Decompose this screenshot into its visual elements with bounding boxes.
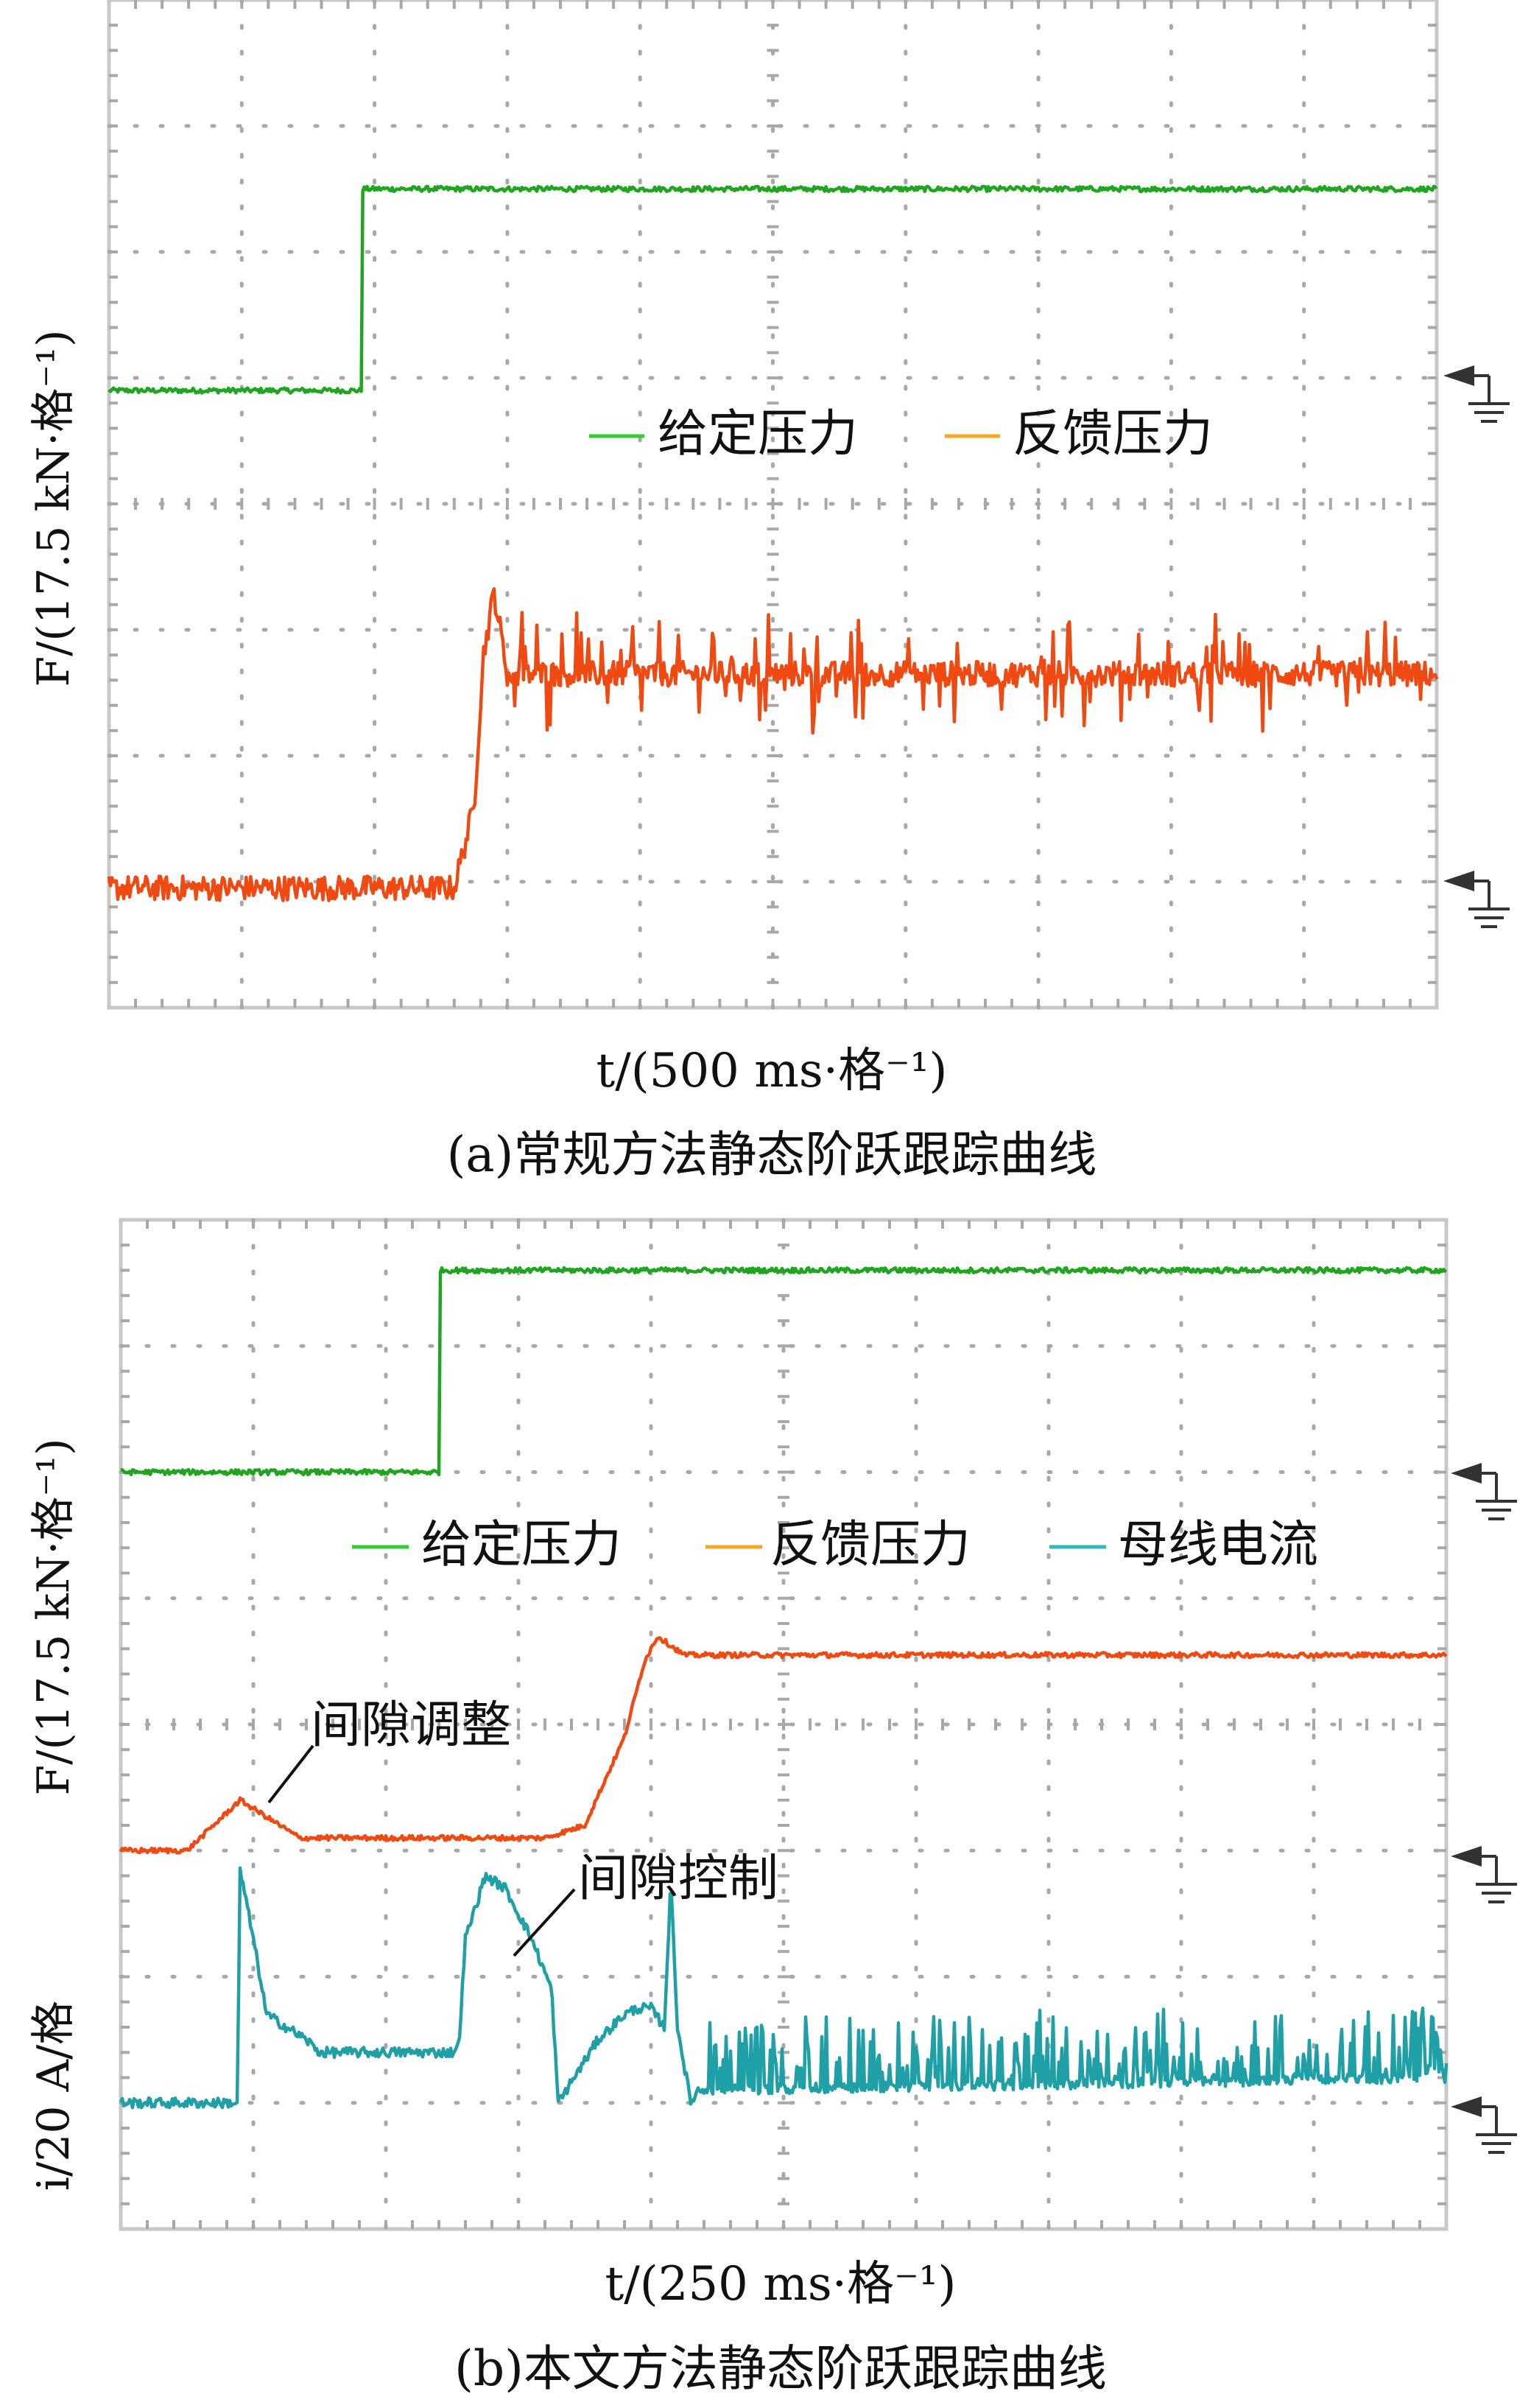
- series-line-feedback: [107, 587, 1439, 902]
- series-line-current: [119, 1866, 1449, 2110]
- series-line-given: [120, 1266, 1447, 1477]
- ground-arrow-icon: [1451, 1846, 1482, 1867]
- legend-feedback-label: 反馈压力: [1013, 405, 1213, 463]
- panel-b-ylabel: F/(17.5 kN·格⁻¹): [28, 1439, 80, 1796]
- legend-given-label: 给定压力: [658, 405, 858, 463]
- panel-b-ylabel-current: i/20 A/格: [28, 2001, 80, 2191]
- panel-a-legend: 给定压力 反馈压力: [589, 405, 1213, 463]
- panel-b-series: [119, 1266, 1449, 2110]
- legend-given-label: 给定压力: [421, 1516, 622, 1574]
- panel-a-caption: (a)常规方法静态阶跃跟踪曲线: [447, 1126, 1097, 1183]
- legend-feedback-label: 反馈压力: [770, 1516, 971, 1574]
- series-line-given: [108, 184, 1438, 395]
- ground-arrow-icon: [1451, 2096, 1482, 2117]
- series-line-feedback: [119, 1636, 1448, 1855]
- panel-a-xlabel: t/(500 ms·格⁻¹): [596, 1044, 947, 1098]
- ground-arrow-icon: [1451, 1463, 1482, 1484]
- ground-marker-given-a: [1443, 365, 1510, 423]
- annotation-gap-control-leader: [513, 1888, 576, 1957]
- panel-a-series: [107, 184, 1439, 902]
- annotation-gap-control-label: 间隙控制: [578, 1850, 778, 1908]
- ground-marker-feedback-b: [1451, 1846, 1517, 1903]
- annotation-gap-adjust-label: 间隙调整: [311, 1696, 511, 1755]
- ground-marker-feedback-a: [1443, 871, 1510, 928]
- annotation-gap-adjust-leader: [267, 1744, 314, 1804]
- panel-b-xlabel: t/(250 ms·格⁻¹): [605, 2257, 956, 2312]
- panel-b-grid: [119, 1218, 1449, 2231]
- ground-marker-given-b: [1451, 1463, 1517, 1520]
- ground-arrow-icon: [1443, 365, 1474, 386]
- annotation-gap-adjust: 间隙调整: [267, 1696, 511, 1804]
- ground-arrow-icon: [1443, 871, 1474, 891]
- panel-b: 给定压力 反馈压力 母线电流 间隙调整 间隙控制: [28, 1218, 1517, 2397]
- panel-a-ylabel: F/(17.5 kN·格⁻¹): [28, 330, 80, 687]
- ground-marker-current-b: [1451, 2096, 1517, 2154]
- legend-current-label: 母线电流: [1118, 1516, 1318, 1574]
- annotation-gap-control: 间隙控制: [513, 1850, 778, 1957]
- panel-a: 给定压力 反馈压力 F/(17.5 kN·格⁻¹) t/(500 ms·格⁻¹)…: [28, 0, 1510, 1183]
- panel-b-legend: 给定压力 反馈压力 母线电流: [352, 1516, 1318, 1574]
- panel-b-caption: (b)本文方法静态阶跃跟踪曲线: [454, 2340, 1107, 2397]
